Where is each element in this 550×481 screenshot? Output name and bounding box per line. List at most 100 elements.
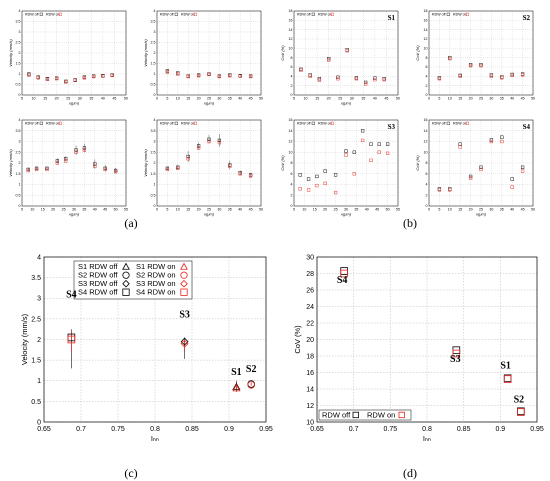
- x-tick-label: 0.85: [457, 426, 471, 433]
- y-tick-label: 2.5: [16, 150, 21, 154]
- point-rdw-off: [207, 137, 211, 141]
- x-tick-label: 0.75: [384, 426, 398, 433]
- legend-label-on: RDW on: [318, 13, 332, 17]
- point-rdw-on: [377, 150, 381, 154]
- x-tick-label: 0.85: [185, 426, 199, 433]
- y-tick-label: 1: [19, 183, 21, 187]
- x-tick-label: 15: [43, 97, 47, 101]
- panel-a: 5 10 15 20 25 30 35 40 45 5000.511.522.533.54x(μm…: [8, 9, 263, 216]
- x-tick-label: 5: [166, 97, 168, 101]
- x-tick-label: 20: [323, 208, 327, 212]
- point-rdw-off: [82, 146, 87, 150]
- x-tick-label: 5: [21, 208, 23, 212]
- y-axis-title: Velocity (mm/s): [8, 149, 13, 177]
- point-rdw-on: [74, 150, 78, 154]
- x-tick-label: 40: [101, 97, 105, 101]
- y-axis-title: CoV (%): [293, 325, 302, 354]
- y-tick-label: 1: [19, 72, 21, 76]
- x-tick-label: 0.8: [422, 426, 432, 433]
- point-rdw-on: [510, 73, 514, 78]
- point-rdw-on: [500, 76, 504, 80]
- point-rdw-on: [336, 77, 340, 81]
- y-tick-label: 2: [291, 84, 293, 88]
- point-label: S1: [231, 367, 242, 378]
- x-tick-label: 30: [217, 208, 221, 212]
- x-tick-label: 0.8: [150, 426, 160, 433]
- point-rdw-on: [238, 172, 242, 176]
- y-axis-title: Velocity (mm/s): [20, 313, 29, 365]
- legend-marker-off: [446, 121, 450, 125]
- x-tick-label: 10: [448, 208, 452, 212]
- y-tick-label: 1.5: [16, 172, 21, 176]
- plot-frame: [293, 10, 399, 96]
- y-tick-label: 4: [154, 9, 156, 13]
- marker-diamond: [180, 337, 189, 346]
- x-tick-label: 40: [238, 208, 242, 212]
- point-rdw-off: [500, 135, 504, 139]
- y-tick-label: 12: [289, 140, 293, 144]
- subplot-b-S1: 5 10 15 20 25 30 35 40 45 50 0 2 4 6 8 10 12 14 16 18 x(μm) C…: [280, 9, 400, 105]
- legend-marker-on: [330, 12, 334, 16]
- x-tick-label: 0.95: [259, 426, 273, 433]
- x-tick-label: 15: [458, 97, 462, 101]
- panel-c: 0.65 0.7 0.75 0.8 0.85 0.9 0.95 0 0.5 1 1.5 2 2.5 3 3.…: [20, 254, 273, 443]
- y-tick-label: 0: [291, 93, 293, 97]
- legend-marker-on: [398, 411, 405, 419]
- y-tick-label: 2: [154, 51, 156, 55]
- x-tick-label: 15: [315, 97, 319, 101]
- point-rdw-off: [345, 48, 349, 52]
- x-tick-label: 45: [375, 208, 379, 212]
- x-tick-label: 50: [531, 97, 535, 101]
- y-tick-label: 30: [306, 254, 314, 261]
- x-tick-label: 20: [197, 208, 201, 212]
- x-tick-label: 50: [124, 97, 128, 101]
- x-tick-label: 55: [124, 208, 128, 212]
- subplot-b-S4: 0 5 10 15 20 25 30 35 40 45 50 0 2 4 6 8 10 12 14 16 x(μm) Co…: [415, 118, 535, 216]
- legend-marker-off: [311, 12, 315, 16]
- x-tick-label: 20: [197, 97, 201, 101]
- x-tick-label: 50: [531, 208, 535, 212]
- legend-label: S4 RDW off: [78, 288, 118, 297]
- point-rdw-on: [317, 78, 322, 82]
- y-tick-label: 24: [306, 304, 314, 311]
- marker-square: [67, 335, 76, 344]
- y-tick-label: 2: [154, 161, 156, 165]
- point-rdw-on: [34, 167, 39, 172]
- x-tick-label: 55: [396, 208, 400, 212]
- plot-frame: [156, 10, 262, 96]
- y-tick-label: 16: [424, 19, 428, 23]
- marker-diamond: [180, 279, 188, 288]
- legend-label-off: RDW off: [297, 122, 311, 126]
- x-tick-label: 25: [66, 97, 70, 101]
- x-tick-label: 25: [334, 208, 338, 212]
- x-tick-label: 0: [156, 97, 158, 101]
- y-axis-title: Velocity (mm/s): [143, 39, 148, 67]
- point-rdw-off: [64, 157, 68, 161]
- point-rdw-off: [333, 173, 338, 177]
- point-rdw-on: [468, 176, 473, 180]
- panel-label-a: (a): [124, 216, 137, 230]
- x-tick-label: 25: [479, 208, 483, 212]
- point-rdw-on: [176, 166, 180, 171]
- y-tick-label: 16: [289, 19, 293, 23]
- point-rdw-off: [298, 173, 302, 177]
- plot-frame: [293, 119, 399, 207]
- x-tick-label: 20: [55, 97, 59, 101]
- point-rdw-off: [510, 177, 514, 181]
- x-axis-title: Iₕₕ: [423, 434, 431, 443]
- y-tick-label: 18: [289, 9, 293, 13]
- x-tick-label: 5: [293, 97, 295, 101]
- y-tick-label: 3.5: [151, 129, 156, 133]
- x-axis-title: x(μm): [203, 212, 215, 217]
- x-tick-label: 0.7: [349, 426, 359, 433]
- x-tick-label: 15: [186, 97, 190, 101]
- point-rdw-on: [361, 138, 365, 143]
- point-rdw-off: [377, 142, 381, 146]
- x-tick-label: 40: [510, 97, 514, 101]
- legend-marker-off: [174, 121, 178, 125]
- legend-marker-off: [446, 12, 450, 16]
- point-rdw-on: [352, 172, 356, 176]
- y-tick-label: 10: [289, 47, 293, 51]
- point-rdw-on: [385, 151, 390, 155]
- y-tick-label: 4: [426, 183, 428, 187]
